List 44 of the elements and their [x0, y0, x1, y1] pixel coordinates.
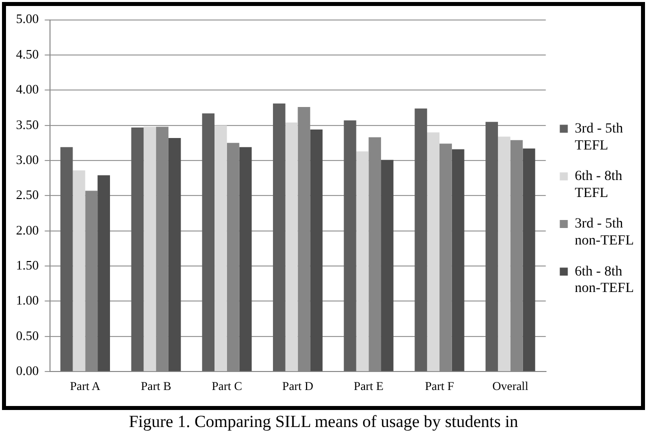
x-tick-label: Part F	[424, 378, 454, 393]
bar	[239, 147, 252, 372]
bar	[344, 120, 356, 372]
bar	[498, 136, 510, 372]
y-tick-label: 2.50	[16, 187, 39, 202]
bar	[285, 122, 298, 372]
bar	[214, 125, 227, 372]
bar	[272, 104, 286, 372]
y-tick-label: 3.00	[16, 152, 39, 167]
y-tick-label: 0.00	[16, 363, 39, 378]
x-tick-label: Part B	[140, 378, 172, 393]
caption: Figure 1. Comparing SILL means of usage by students in	[128, 412, 520, 432]
x-tick-label: Part E	[354, 378, 384, 393]
bar	[72, 170, 86, 372]
bar	[427, 132, 440, 372]
y-tick-label: 2.00	[16, 222, 39, 238]
bar	[144, 126, 156, 372]
bar	[131, 127, 144, 372]
bar	[202, 113, 215, 372]
y-tick-label: 4.50	[16, 46, 39, 62]
y-tick-label: 5.00	[16, 11, 39, 26]
bar	[356, 151, 369, 372]
y-tick-label: 4.00	[16, 82, 39, 97]
y-tick-label: 1.00	[16, 292, 39, 308]
x-tick-label: Part D	[282, 378, 314, 393]
bar	[381, 160, 394, 372]
x-tick-label: Part C	[212, 378, 242, 393]
legend-label: 3rd - 5th TEFL	[574, 121, 624, 154]
bar	[414, 108, 428, 372]
legend-label: 6th - 8th TEFL	[574, 169, 622, 201]
bar	[60, 147, 73, 372]
bar	[168, 138, 181, 372]
bar	[310, 130, 323, 372]
y-tick-label: 0.50	[16, 328, 39, 343]
legend-label: 3rd - 5th non-TEFL	[574, 216, 634, 248]
x-tick-label: Overall	[492, 378, 530, 393]
bar	[486, 122, 498, 372]
bar	[452, 149, 464, 372]
y-tick-label: 1.50	[16, 257, 39, 272]
y-tick-label: 3.50	[16, 116, 39, 132]
bar	[522, 148, 536, 372]
x-tick-label: Part A	[70, 378, 101, 393]
legend-label: 6th - 8th non-TEFL	[574, 264, 634, 296]
bar	[98, 175, 110, 372]
